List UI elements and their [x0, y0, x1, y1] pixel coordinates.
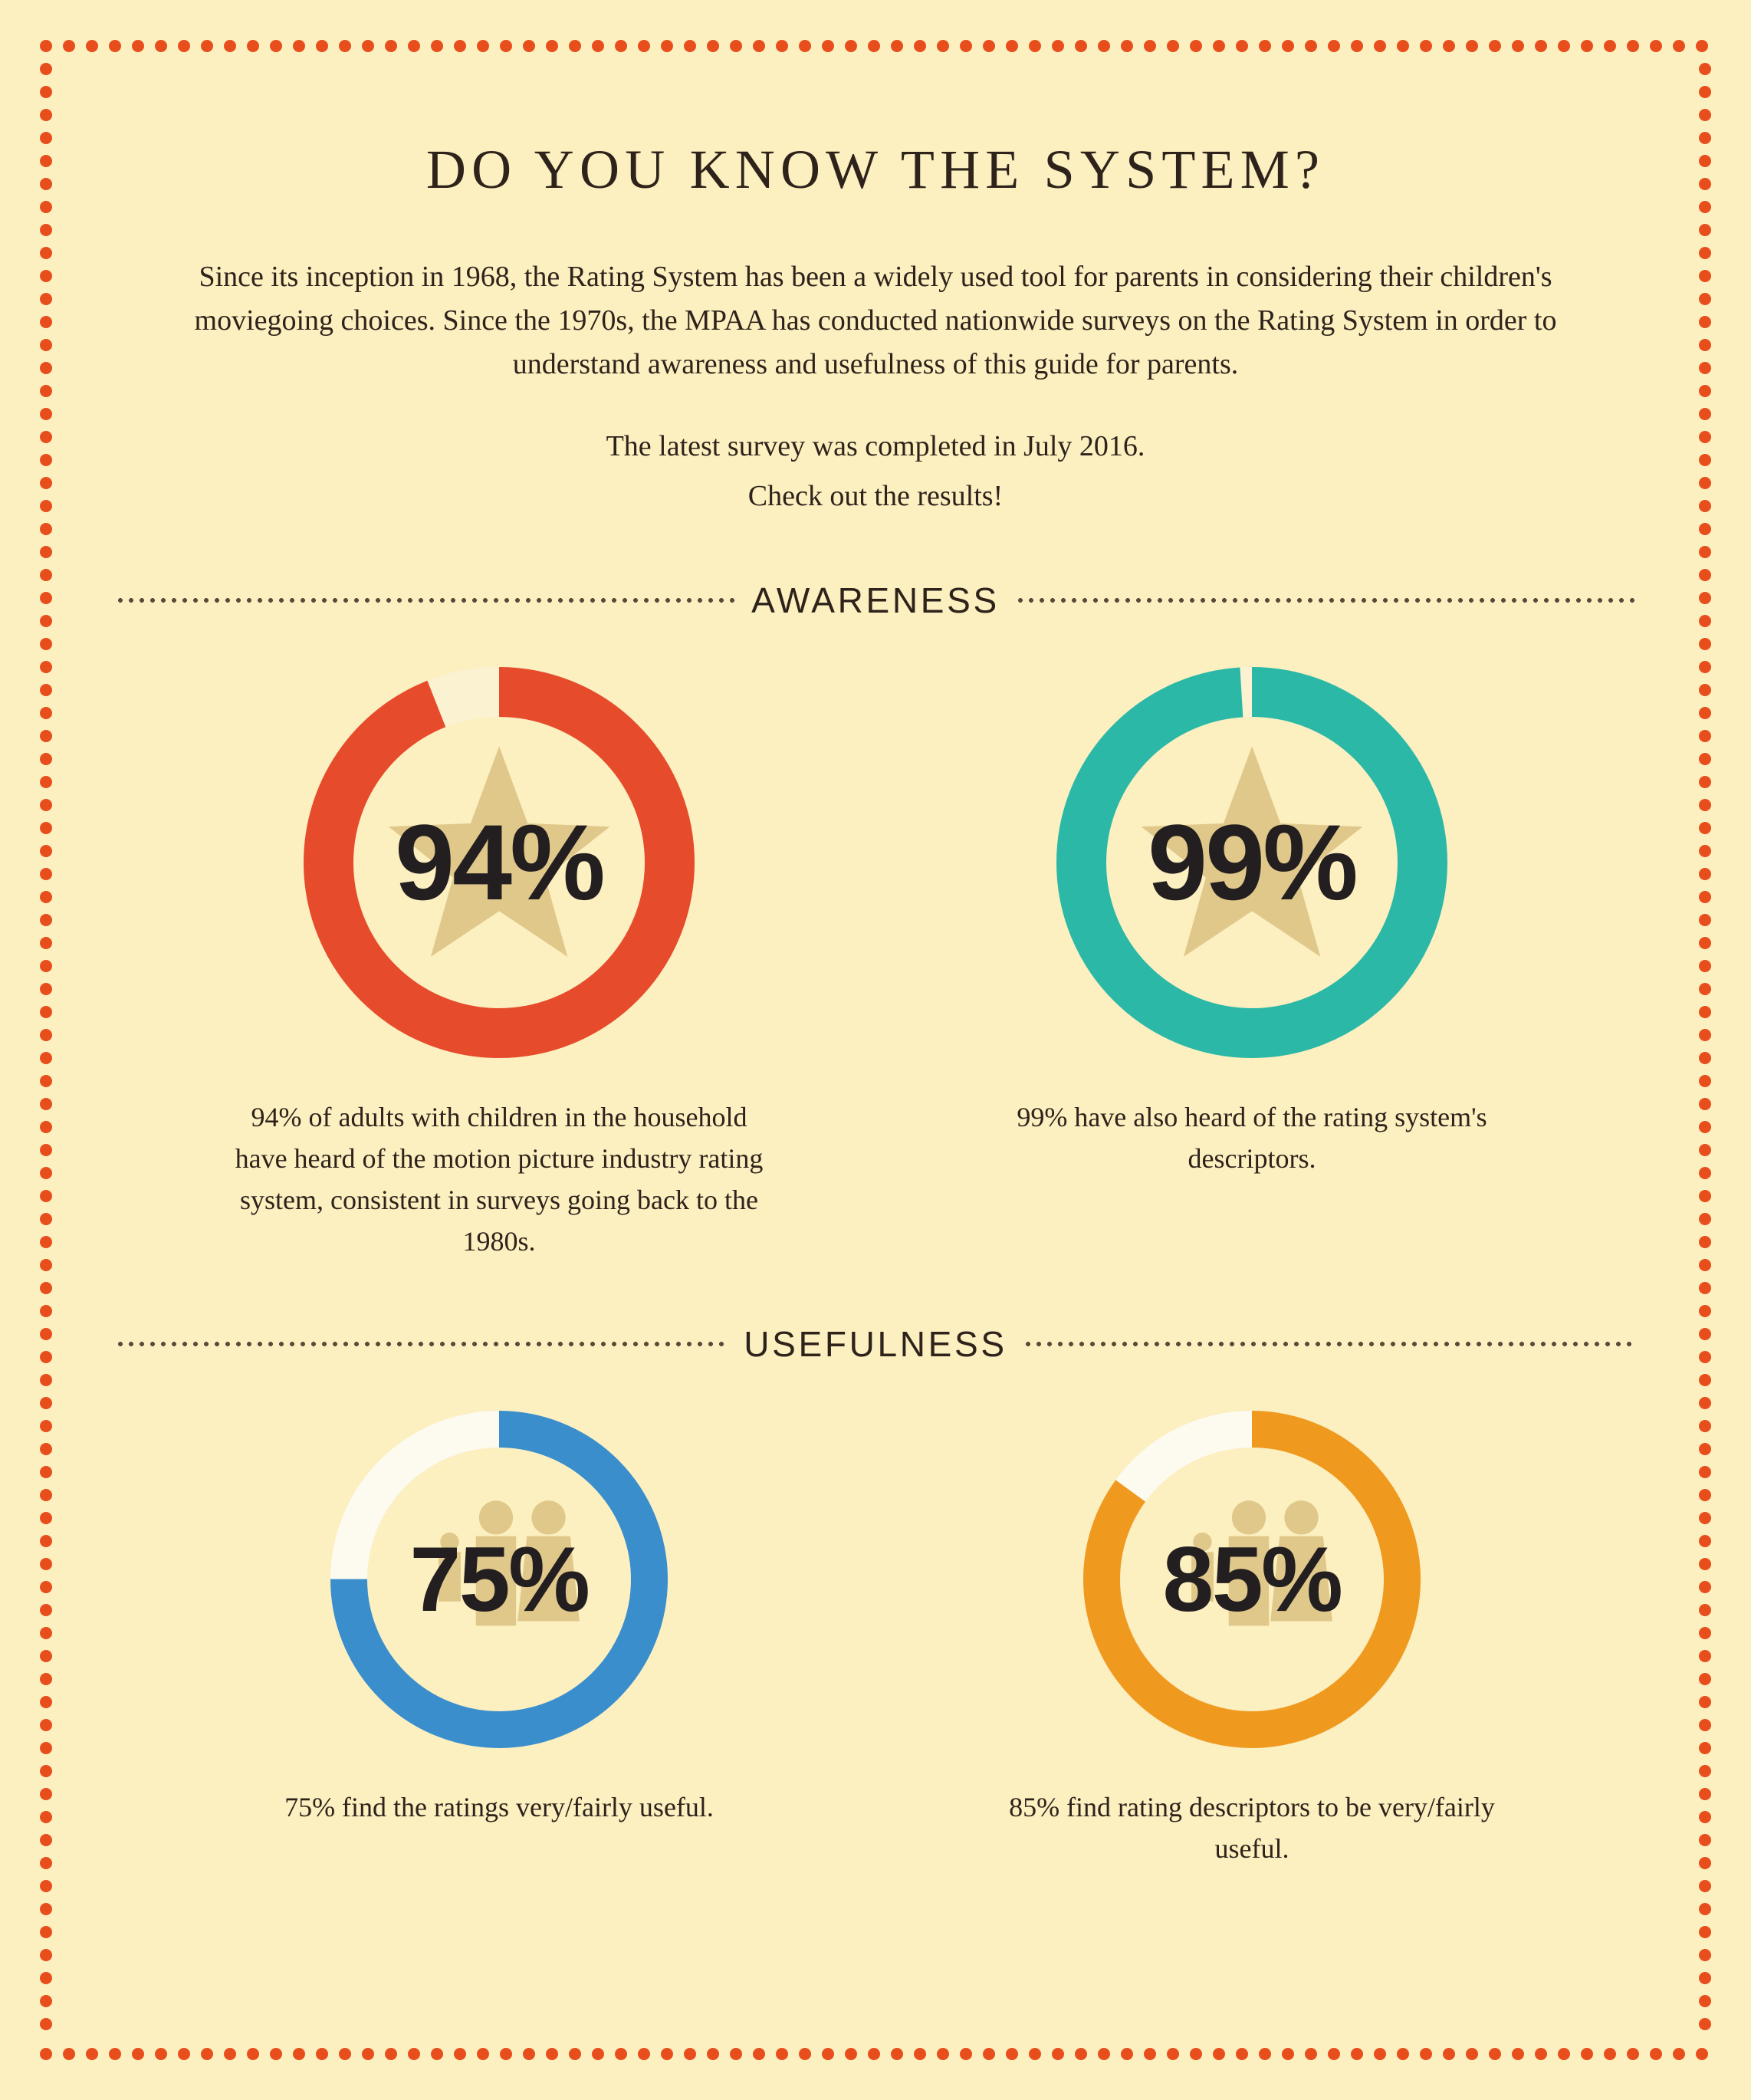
- percent-value: 75%: [330, 1411, 668, 1748]
- percent-value: 85%: [1083, 1411, 1421, 1748]
- usefulness-row: 75% 75% find the ratings very/fairly use…: [54, 1411, 1697, 1869]
- awareness-stat-2: 99% 99% have also heard of the rating sy…: [898, 667, 1605, 1262]
- page-title: DO YOU KNOW THE SYSTEM?: [54, 138, 1697, 202]
- donut-usefulness-2: 85%: [1083, 1411, 1421, 1748]
- awareness-row: 94% 94% of adults with children in the h…: [54, 667, 1697, 1262]
- section-label-awareness: AWARENESS: [751, 580, 1000, 621]
- percent-value: 99%: [1056, 667, 1447, 1058]
- awareness-stat-1: 94% 94% of adults with children in the h…: [146, 667, 853, 1262]
- divider-dots-right: [1023, 1341, 1636, 1347]
- section-divider-awareness: AWARENESS: [115, 580, 1636, 621]
- donut-awareness-2: 99%: [1056, 667, 1447, 1058]
- donut-awareness-1: 94%: [304, 667, 695, 1058]
- stat-caption: 99% have also heard of the rating system…: [976, 1096, 1528, 1179]
- intro-block: Since its inception in 1968, the Rating …: [186, 255, 1565, 518]
- divider-dots-right: [1015, 597, 1636, 603]
- stat-caption: 94% of adults with children in the house…: [223, 1096, 775, 1262]
- intro-paragraph-1: Since its inception in 1968, the Rating …: [186, 255, 1565, 386]
- stat-caption: 75% find the ratings very/fairly useful.: [284, 1786, 714, 1828]
- intro-paragraph-2-line-2: Check out the results!: [186, 475, 1565, 518]
- stat-caption: 85% find rating descriptors to be very/f…: [976, 1786, 1528, 1869]
- section-divider-usefulness: USEFULNESS: [115, 1323, 1636, 1365]
- divider-dots-left: [115, 597, 736, 603]
- donut-usefulness-1: 75%: [330, 1411, 668, 1748]
- divider-dots-left: [115, 1341, 728, 1347]
- usefulness-stat-2: 85% 85% find rating descriptors to be ve…: [898, 1411, 1605, 1869]
- infographic-page: DO YOU KNOW THE SYSTEM? Since its incept…: [0, 0, 1751, 2100]
- section-label-usefulness: USEFULNESS: [744, 1323, 1007, 1365]
- usefulness-stat-1: 75% 75% find the ratings very/fairly use…: [146, 1411, 853, 1869]
- intro-paragraph-2-line-1: The latest survey was completed in July …: [186, 425, 1565, 468]
- percent-value: 94%: [304, 667, 695, 1058]
